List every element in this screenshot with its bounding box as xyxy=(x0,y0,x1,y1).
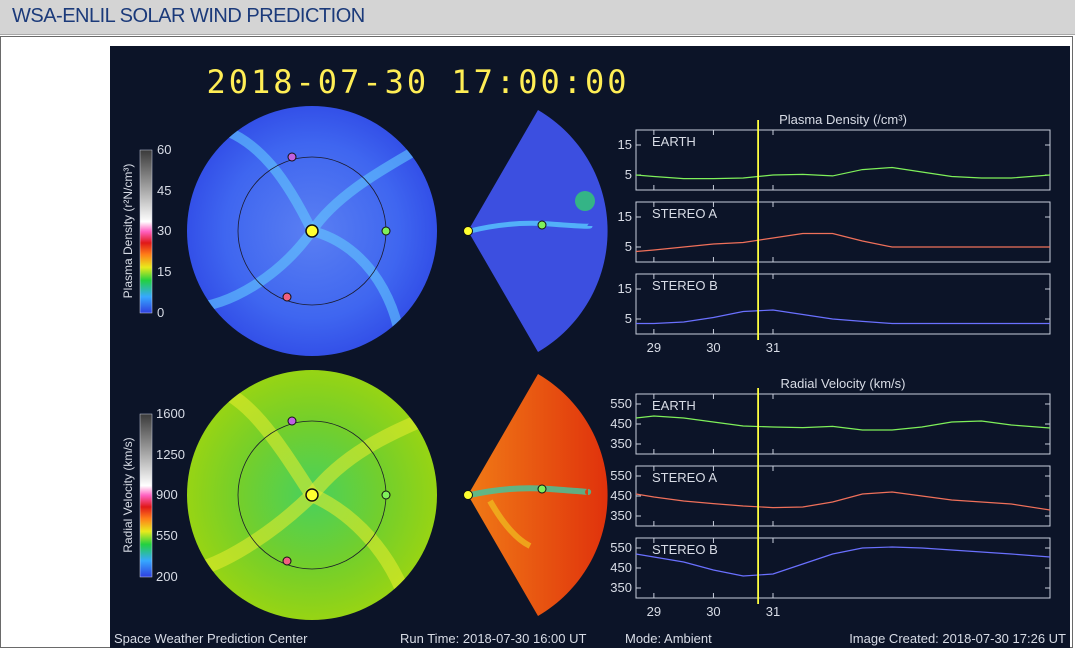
sun-marker xyxy=(463,490,473,500)
timeseries-panel: 5 15 STEREO A xyxy=(618,201,1051,263)
page-title: WSA-ENLIL SOLAR WIND PREDICTION xyxy=(12,5,365,27)
velocity-tick: 1600 xyxy=(156,406,185,421)
y-tick-label: 350 xyxy=(610,580,632,595)
footer-org: Space Weather Prediction Center xyxy=(114,631,308,646)
y-tick-label: 550 xyxy=(610,468,632,483)
velocity-tick: 1250 xyxy=(156,447,185,462)
y-tick-label: 550 xyxy=(610,396,632,411)
y-tick-label: 450 xyxy=(610,488,632,503)
series-line xyxy=(635,491,1051,511)
sun-marker xyxy=(305,488,319,502)
timestamp: 2018-07-30 17:00:00 xyxy=(206,63,629,101)
series-line xyxy=(635,415,1051,431)
page-header: WSA-ENLIL SOLAR WIND PREDICTION xyxy=(0,0,1075,35)
y-tick-label: 550 xyxy=(610,540,632,555)
series-line xyxy=(635,232,1050,253)
y-tick-label: 5 xyxy=(625,167,632,182)
y-tick-label: 5 xyxy=(625,239,632,254)
density-meridional-map xyxy=(463,110,608,352)
panel-label: STEREO B xyxy=(652,542,718,557)
footer-mode: Mode: Ambient xyxy=(625,631,712,646)
y-tick-label: 15 xyxy=(618,281,632,296)
timeseries-panel: 5 15 STEREO B xyxy=(618,273,1051,335)
earth-marker xyxy=(381,490,391,500)
y-tick-label: 450 xyxy=(610,416,632,431)
y-tick-label: 15 xyxy=(618,137,632,152)
earth-marker xyxy=(537,220,547,230)
x-tick-label: 30 xyxy=(706,340,720,355)
density-colorbar: Plasma Density (r²N/cm³) 60 45 30 15 0 xyxy=(121,142,171,320)
timeseries-chart: Radial Velocity (km/s) 350 450 550 EARTH 350 4… xyxy=(610,376,1051,619)
velocity-colorbar: Radial Velocity (km/s) 1600 1250 900 550… xyxy=(121,406,185,584)
density-colorbar-label: Plasma Density (r²N/cm³) xyxy=(121,164,135,299)
panel-frame xyxy=(635,129,1051,191)
stereo-a-marker xyxy=(287,416,297,426)
timeseries-panel: 350 450 550 STEREO A xyxy=(610,465,1051,527)
sun-marker xyxy=(305,224,319,238)
x-tick-label: 30 xyxy=(706,604,720,619)
velocity-colorbar-label: Radial Velocity (km/s) xyxy=(121,437,135,552)
stereo-b-marker xyxy=(282,292,292,302)
stereo-b-marker xyxy=(282,556,292,566)
series-line xyxy=(635,546,1051,577)
timeseries-panel: 350 450 550 EARTH xyxy=(610,393,1051,455)
y-tick-label: 5 xyxy=(625,311,632,326)
sun-marker xyxy=(463,226,473,236)
y-tick-label: 15 xyxy=(618,209,632,224)
velocity-tick: 900 xyxy=(156,487,178,502)
density-polar-map xyxy=(187,106,437,356)
x-tick-label: 31 xyxy=(766,340,780,355)
velocity-tick: 550 xyxy=(156,528,178,543)
earth-marker xyxy=(537,484,547,494)
panel-label: STEREO A xyxy=(652,470,717,485)
density-tick: 60 xyxy=(157,142,171,157)
series-line xyxy=(635,166,1051,180)
x-tick-label: 29 xyxy=(647,340,661,355)
velocity-polar-map xyxy=(187,370,437,620)
panel-label: STEREO B xyxy=(652,278,718,293)
density-tick: 45 xyxy=(157,183,171,198)
footer-run-time: Run Time: 2018-07-30 16:00 UT xyxy=(400,631,586,646)
earth-marker xyxy=(381,226,391,236)
density-tick: 15 xyxy=(157,264,171,279)
timeseries-chart: Plasma Density (/cm³) 5 15 EARTH 5 15 STEREO A… xyxy=(618,112,1051,355)
density-tick: 30 xyxy=(157,223,171,238)
panel-frame xyxy=(635,273,1051,335)
panel-label: STEREO A xyxy=(652,206,717,221)
footer-created: Image Created: 2018-07-30 17:26 UT xyxy=(849,631,1066,646)
panel-frame xyxy=(635,201,1051,263)
y-tick-label: 450 xyxy=(610,560,632,575)
timeseries-panel: 350 450 550 STEREO B xyxy=(610,537,1051,599)
x-tick-label: 31 xyxy=(766,604,780,619)
series-line xyxy=(636,309,1050,325)
chart-title: Plasma Density (/cm³) xyxy=(779,112,907,127)
velocity-tick: 200 xyxy=(156,569,178,584)
chart-title: Radial Velocity (km/s) xyxy=(781,376,906,391)
panel-label: EARTH xyxy=(652,398,696,413)
panel-label: EARTH xyxy=(652,134,696,149)
velocity-meridional-map xyxy=(463,374,608,616)
y-tick-label: 350 xyxy=(610,508,632,523)
stereo-a-marker xyxy=(287,152,297,162)
enlil-figure: 2018-07-30 17:00:00 Plasma Density (r²N/… xyxy=(110,46,1070,648)
density-tick: 0 xyxy=(157,305,164,320)
timeseries-panel: 5 15 EARTH xyxy=(618,129,1051,191)
y-tick-label: 350 xyxy=(610,436,632,451)
x-tick-label: 29 xyxy=(647,604,661,619)
